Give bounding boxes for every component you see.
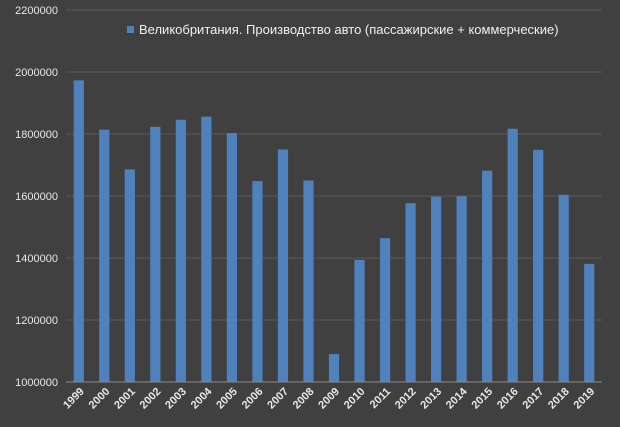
bar-2002 <box>150 126 161 383</box>
bar-2003 <box>175 119 186 383</box>
y-tick-label: 1400000 <box>15 253 58 265</box>
legend-label: Великобритания. Производство авто (пасса… <box>139 22 559 37</box>
y-tick-label: 2000000 <box>15 67 58 79</box>
bar-2009 <box>328 354 340 382</box>
bar-2001 <box>124 169 135 382</box>
y-axis-ticks: 1000000 1200000 1400000 1600000 1800000 20000… <box>15 5 58 389</box>
bar-1999 <box>73 80 84 383</box>
bars <box>73 80 595 383</box>
bar-2007 <box>277 149 289 382</box>
y-tick-label: 1000000 <box>15 377 58 389</box>
legend-swatch <box>127 26 134 33</box>
bar-2004 <box>201 116 212 382</box>
bar-2008 <box>303 180 314 382</box>
bar-2018 <box>558 194 569 382</box>
y-tick-label: 1200000 <box>15 315 58 327</box>
bar-2016 <box>507 128 518 382</box>
legend: Великобритания. Производство авто (пасса… <box>127 22 559 37</box>
bar-2006 <box>252 181 263 382</box>
y-tick-label: 1600000 <box>15 191 58 203</box>
bar-2013 <box>430 196 442 382</box>
bar-2000 <box>99 129 110 382</box>
bar-2011 <box>379 238 391 382</box>
bar-2019 <box>584 263 595 382</box>
bar-2017 <box>533 149 544 382</box>
bar-2005 <box>226 133 238 382</box>
y-tick-label: 2200000 <box>15 5 58 17</box>
bar-2010 <box>354 259 365 382</box>
bar-2015 <box>482 170 493 382</box>
y-tick-label: 1800000 <box>15 129 58 141</box>
bar-2012 <box>405 203 416 382</box>
bar-2014 <box>456 196 467 382</box>
